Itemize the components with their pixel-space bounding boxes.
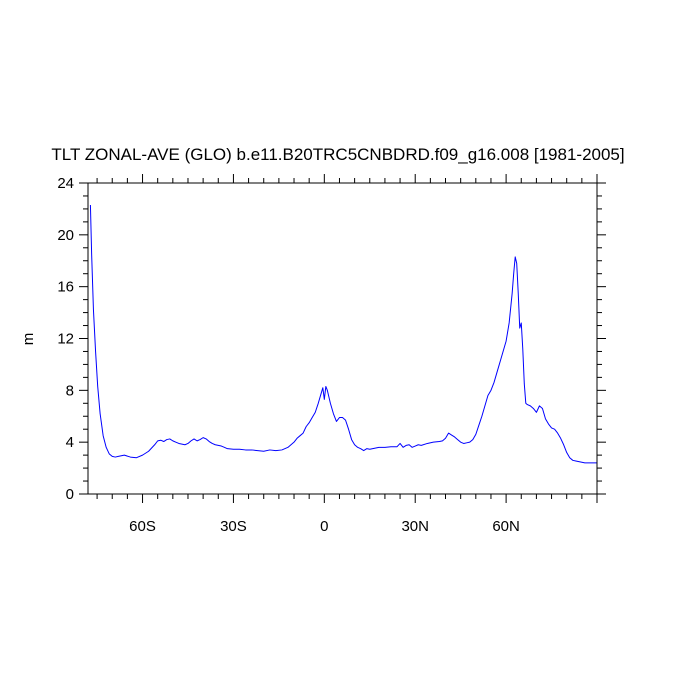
y-tick-label: 24 [57,175,74,192]
y-axis-label: m [20,333,37,346]
y-tick-label: 20 [57,227,74,244]
y-tick-label: 8 [66,382,74,399]
axis-ticks [79,174,606,503]
x-tick-label: 60S [129,518,156,535]
y-tick-label: 4 [66,434,74,451]
x-tick-label: 60N [492,518,520,535]
x-tick-label: 30N [401,518,429,535]
y-tick-label: 12 [57,331,74,348]
chart-title: TLT ZONAL-AVE (GLO) b.e11.B20TRC5CNBDRD.… [51,145,624,164]
plot-frame [87,182,598,495]
y-tick-label: 16 [57,279,74,296]
x-tick-label: 30S [220,518,247,535]
y-tick-label: 0 [66,486,74,503]
tick-labels: 0 4 8 12 16 20 24 60S 30S 0 30N 60N [57,175,520,535]
x-tick-label: 0 [320,518,328,535]
series-line [89,205,597,464]
